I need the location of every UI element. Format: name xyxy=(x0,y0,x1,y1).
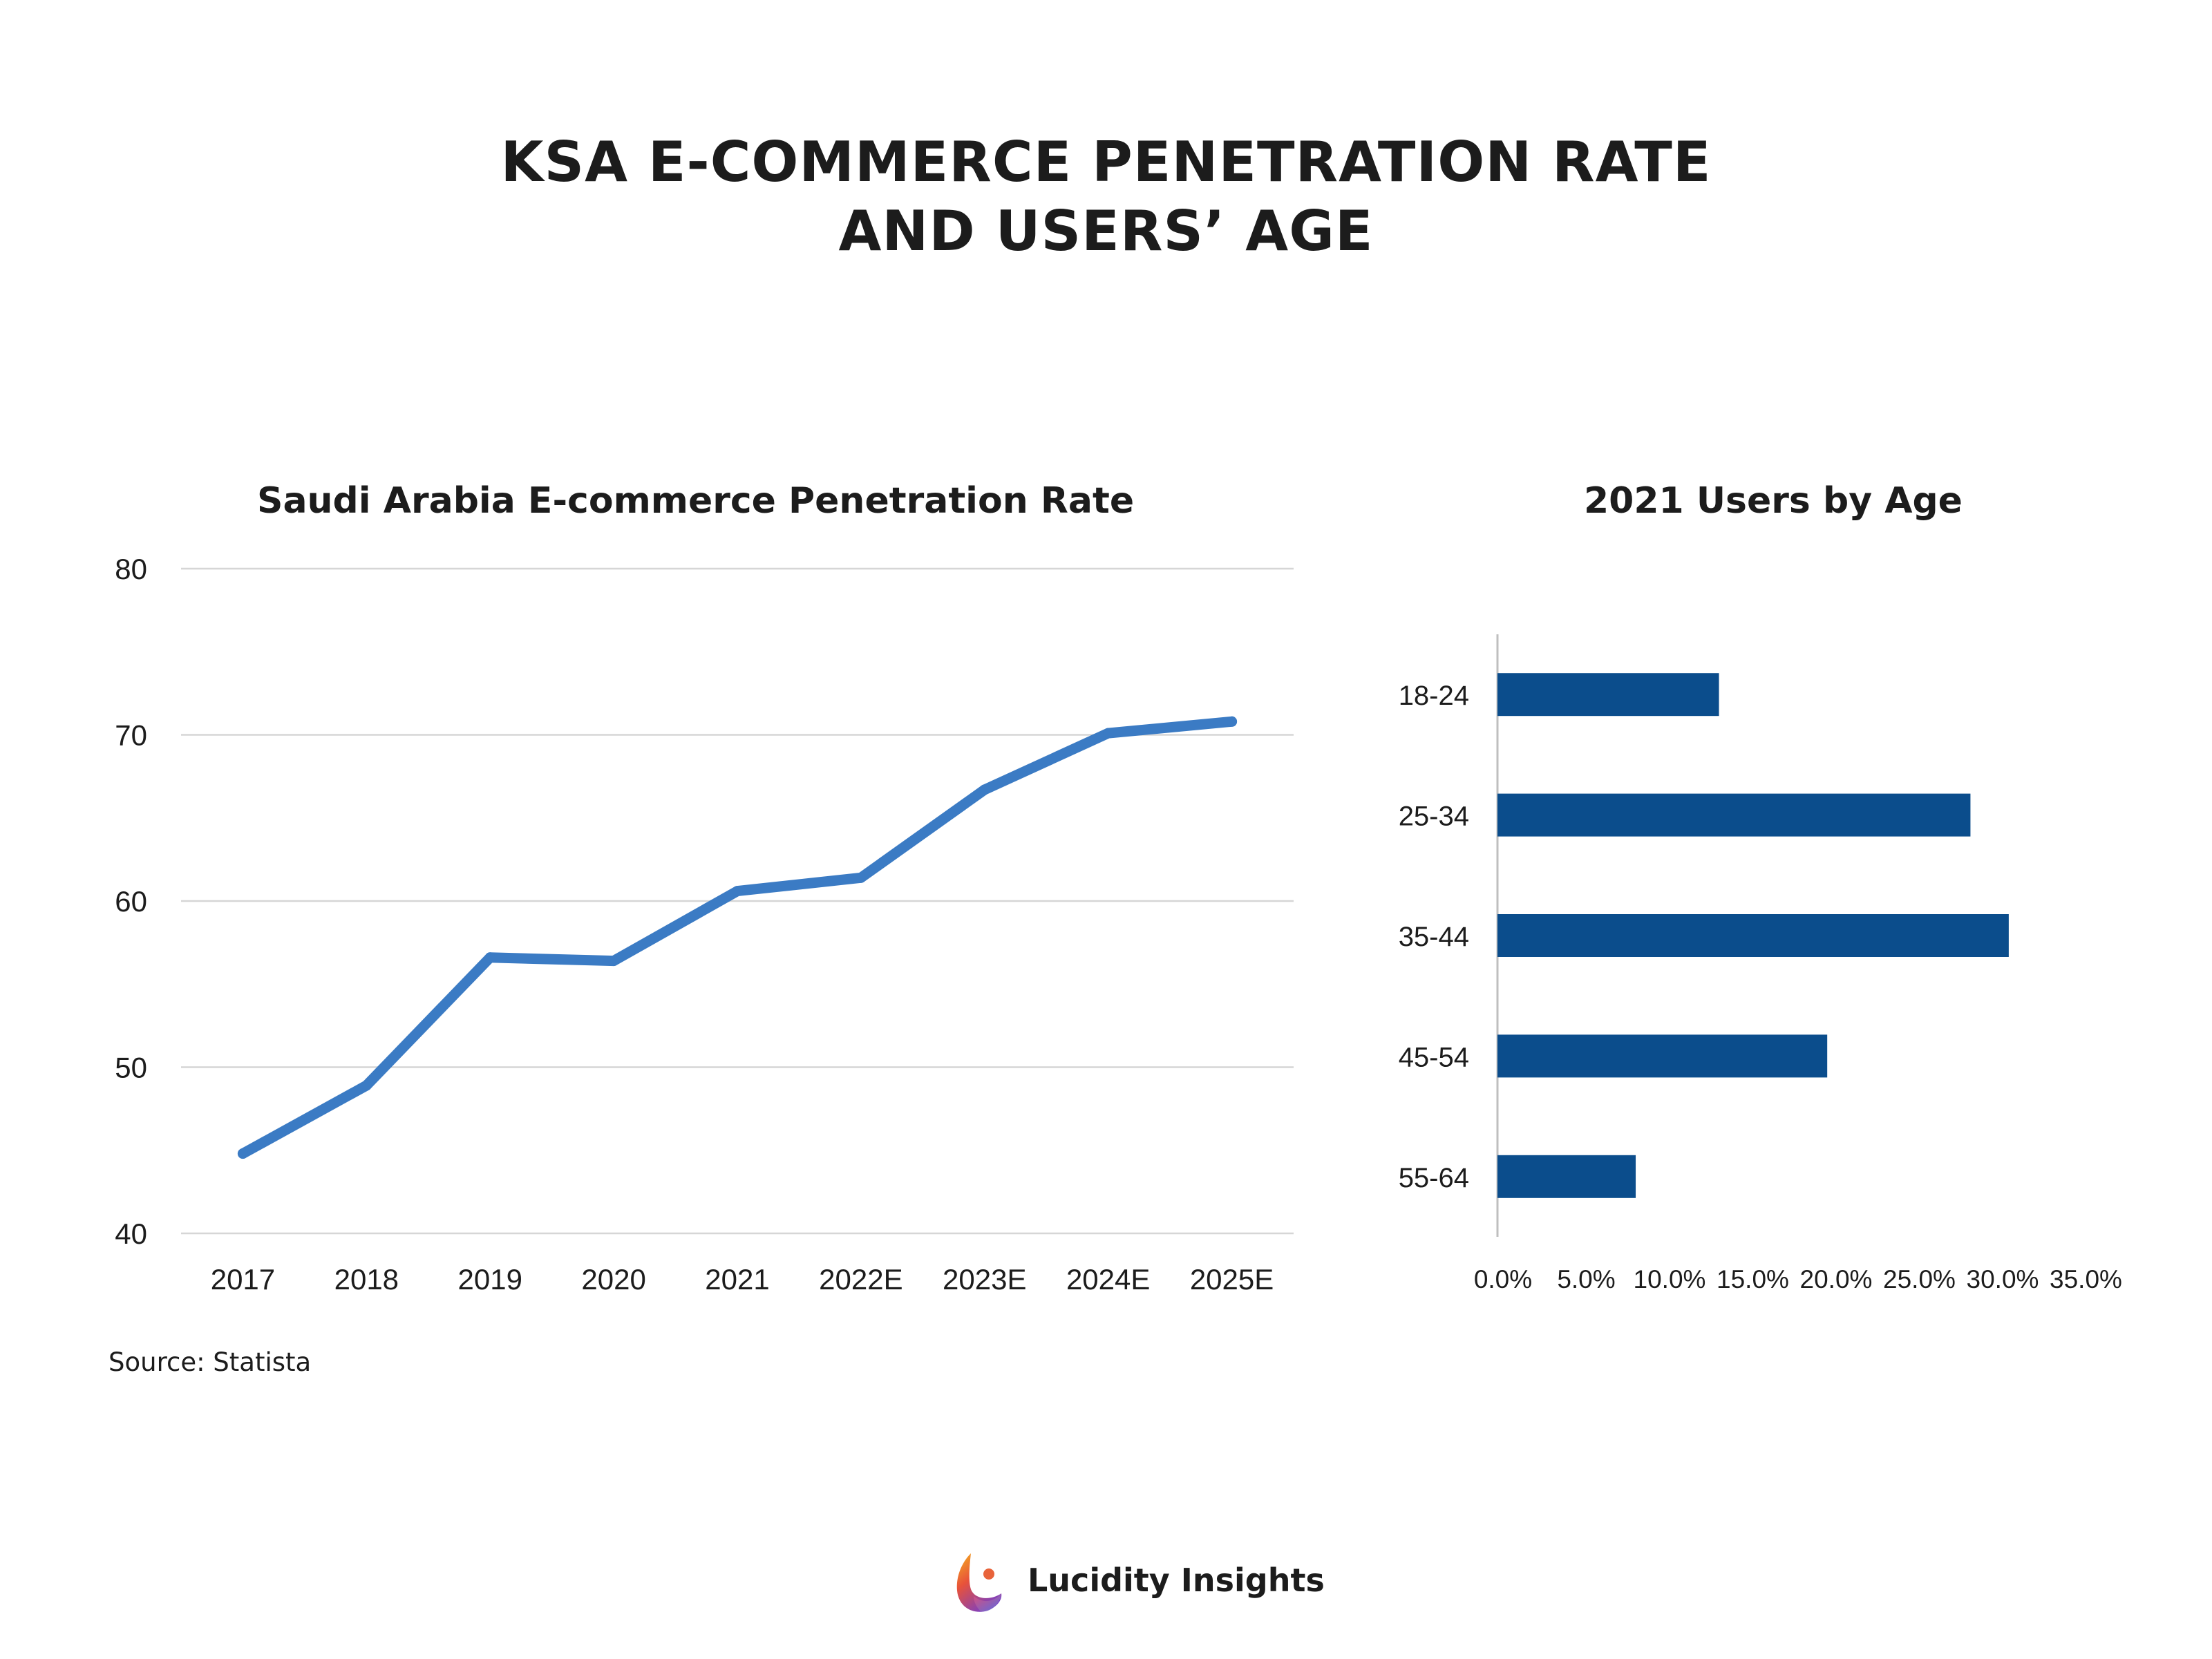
category-label: 35-44 xyxy=(1399,922,1469,952)
x-tick-label: 0.0% xyxy=(1474,1265,1532,1293)
data-point xyxy=(1227,716,1238,727)
x-tick-label: 10.0% xyxy=(1634,1265,1706,1293)
data-point xyxy=(237,1148,248,1159)
y-tick-label: 50 xyxy=(115,1052,147,1084)
x-tick-label: 2023E xyxy=(943,1263,1026,1296)
x-tick-label: 15.0% xyxy=(1717,1265,1789,1293)
data-point xyxy=(484,952,495,963)
x-tick-label: 2020 xyxy=(581,1263,645,1296)
bar xyxy=(1497,1155,1636,1198)
lucidity-logo-icon xyxy=(956,1553,1002,1612)
data-point xyxy=(732,886,743,897)
data-point xyxy=(856,872,867,883)
y-tick-label: 70 xyxy=(115,719,147,752)
category-label: 25-34 xyxy=(1399,802,1469,832)
category-label: 18-24 xyxy=(1399,681,1469,711)
x-tick-label: 2018 xyxy=(334,1263,399,1296)
main-title-line-2: AND USERS’ AGE xyxy=(838,199,1374,263)
x-tick-label: 30.0% xyxy=(1967,1265,2039,1293)
data-point xyxy=(1103,728,1114,739)
data-point xyxy=(608,956,619,967)
x-tick-label: 2021 xyxy=(705,1263,769,1296)
bar xyxy=(1497,673,1719,717)
x-tick-label: 2019 xyxy=(458,1263,522,1296)
bar xyxy=(1497,914,2009,957)
source-note: Source: Statista xyxy=(108,1347,312,1377)
users-by-age-bar-chart: 18-24 25-34 35-44 45-54 55-64 0.0% 5.0% 10.0% 15… xyxy=(1399,634,2122,1293)
main-title-line-1: KSA E-COMMERCE PENETRATION RATE xyxy=(500,130,1712,194)
y-tick-label: 80 xyxy=(115,553,147,585)
data-point xyxy=(361,1080,372,1091)
x-tick-label: 20.0% xyxy=(1800,1265,1873,1293)
bar xyxy=(1497,793,1971,837)
bar-chart-title: 2021 Users by Age xyxy=(1584,480,1963,522)
x-tick-label: 5.0% xyxy=(1557,1265,1615,1293)
bar xyxy=(1497,1034,1828,1078)
category-label: 45-54 xyxy=(1399,1042,1469,1072)
x-tick-label: 2024E xyxy=(1066,1263,1150,1296)
data-point xyxy=(979,784,990,795)
x-tick-label: 2025E xyxy=(1190,1263,1274,1296)
y-tick-label: 40 xyxy=(115,1217,147,1250)
line-chart-title: Saudi Arabia E-commerce Penetration Rate xyxy=(257,480,1135,522)
x-tick-label: 2017 xyxy=(211,1263,275,1296)
y-tick-label: 60 xyxy=(115,885,147,918)
x-tick-label: 25.0% xyxy=(1883,1265,1956,1293)
penetration-line-chart: 40 50 60 70 80 2017 2018 2019 2020 2021 2022E 2023E… xyxy=(115,553,1294,1296)
x-tick-label: 35.0% xyxy=(2050,1265,2122,1293)
x-tick-label: 2022E xyxy=(819,1263,902,1296)
category-label: 55-64 xyxy=(1399,1163,1469,1193)
brand-name: Lucidity Insights xyxy=(1028,1562,1325,1599)
